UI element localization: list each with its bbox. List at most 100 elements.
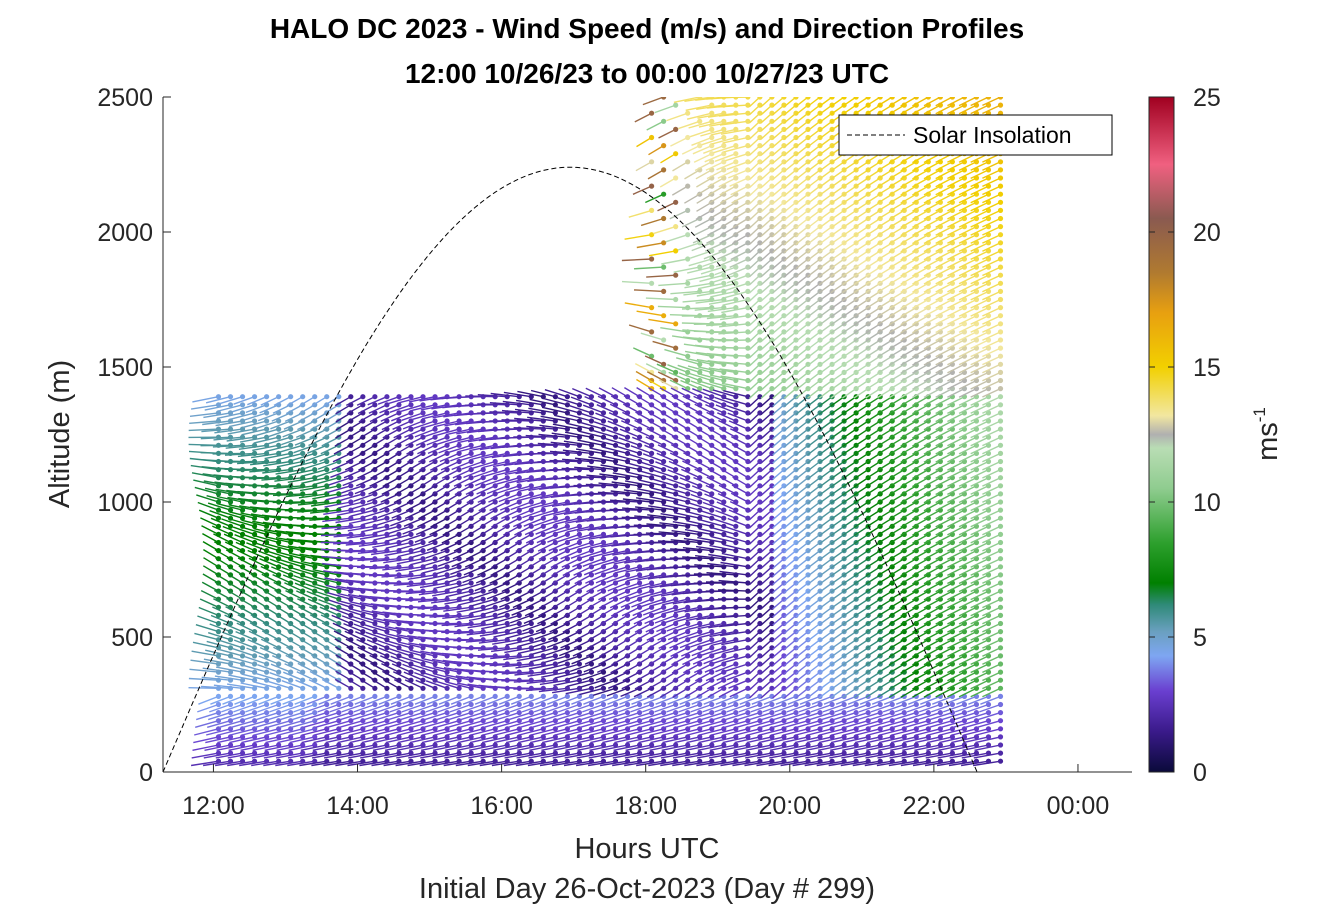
wind-barb-point (673, 296, 679, 303)
wind-barb-shaft (193, 736, 219, 744)
wind-barb-point (336, 718, 342, 724)
wind-barb-point (432, 718, 438, 724)
wind-barb-point (408, 669, 414, 675)
wind-barb-shaft (287, 760, 315, 767)
wind-barb-shaft (320, 614, 340, 625)
wind-barb-point (239, 394, 246, 400)
wind-barb-shaft (287, 545, 315, 552)
wind-barb-point (276, 426, 282, 432)
wind-barb-shaft (370, 558, 400, 563)
wind-barb-shaft (372, 617, 400, 625)
wind-barb-point (636, 539, 643, 546)
wind-barb-point (733, 410, 739, 416)
wind-barb-shaft (451, 558, 472, 568)
wind-barb-shaft (396, 752, 424, 759)
wind-barb-point (396, 426, 402, 432)
wind-barb-shaft (188, 677, 219, 681)
wind-barb-shaft (408, 566, 436, 573)
wind-barb-point (336, 394, 342, 400)
wind-barb-shaft (388, 711, 412, 721)
wind-barb-shaft (415, 436, 436, 447)
wind-barb-shaft (435, 428, 460, 437)
wind-barb-point (552, 701, 558, 708)
wind-barb-point (276, 442, 282, 448)
wind-barb-shaft (218, 728, 243, 736)
wind-barb-shaft (359, 533, 388, 540)
wind-barb-point (408, 402, 414, 408)
wind-barb-shaft (219, 720, 243, 728)
wind-barb-point (745, 701, 751, 708)
wind-barb-shaft (296, 517, 327, 520)
wind-barb-shaft (230, 412, 255, 420)
wind-barb-shaft (381, 662, 400, 673)
wind-barb-shaft (311, 630, 328, 641)
wind-barb-point (685, 483, 691, 489)
wind-barb-point (384, 653, 390, 659)
wind-barb-shaft (325, 493, 351, 501)
wind-barb-shaft (367, 396, 388, 406)
wind-barb-point (649, 183, 655, 189)
wind-barb-shaft (191, 650, 219, 657)
wind-barb-point (468, 693, 474, 700)
wind-barb-shaft (281, 703, 303, 713)
wind-barb-point (444, 669, 450, 675)
wind-barb-point (468, 458, 474, 465)
wind-barb-shaft (390, 695, 412, 705)
wind-barb-point (384, 629, 390, 635)
wind-barb-shaft (282, 574, 303, 584)
wind-barb-shaft (317, 460, 340, 470)
wind-barb-shaft (218, 648, 243, 657)
wind-barb-shaft (300, 560, 327, 568)
wind-barb-point (384, 394, 390, 400)
wind-barb-shaft (387, 720, 412, 728)
wind-barb-point (276, 548, 282, 554)
wind-barb-shaft (197, 703, 219, 713)
wind-barb-point (348, 491, 354, 497)
wind-barb-shaft (246, 695, 267, 705)
wind-barb-shaft (446, 681, 472, 689)
wind-barb-shaft (456, 682, 484, 689)
wind-barb-shaft (368, 574, 399, 577)
wind-barb-point (576, 701, 583, 708)
wind-barb-point (300, 677, 306, 683)
wind-barb-shaft (197, 615, 219, 625)
wind-barb-shaft (246, 647, 267, 657)
wind-barb-point (276, 693, 282, 700)
wind-barb-shaft (275, 752, 303, 759)
wind-barb-shaft (345, 638, 364, 649)
wind-barb-shaft (279, 444, 303, 453)
wind-barb-shaft (309, 428, 328, 439)
wind-barb-point (251, 515, 258, 521)
wind-barb-shaft (383, 436, 400, 447)
wind-barb-point (516, 620, 522, 627)
wind-barb-shaft (435, 720, 460, 728)
wind-barb-point (384, 620, 390, 627)
wind-barb-shaft (313, 736, 339, 744)
wind-barb-shaft (219, 396, 243, 405)
wind-barb-point (324, 742, 330, 748)
wind-barb-shaft (359, 760, 388, 767)
wind-barb-shaft (443, 509, 460, 520)
wind-barb-shaft (391, 663, 412, 673)
wind-barb-shaft (309, 614, 328, 625)
wind-barb-shaft (295, 679, 315, 689)
wind-barb-shaft (453, 630, 484, 635)
wind-barb-point (408, 742, 414, 748)
wind-barb-shaft (396, 634, 424, 641)
wind-barb-point (324, 458, 330, 465)
wind-barb-point (480, 710, 486, 716)
wind-barb-point (408, 434, 414, 440)
wind-barb-point (324, 693, 330, 700)
wind-barb-shaft (432, 744, 460, 751)
wind-barb-shaft (400, 404, 424, 413)
wind-barb-point (420, 701, 426, 708)
wind-barb-shaft (323, 396, 340, 407)
wind-barb-point (396, 653, 402, 659)
wind-barb-point (432, 669, 438, 675)
wind-barb-shaft (408, 744, 436, 751)
wind-barb-point (276, 556, 282, 562)
wind-barb-shaft (251, 760, 279, 767)
wind-barb-point (444, 718, 450, 724)
wind-barb-point (408, 693, 414, 700)
wind-barb-shaft (412, 711, 436, 721)
